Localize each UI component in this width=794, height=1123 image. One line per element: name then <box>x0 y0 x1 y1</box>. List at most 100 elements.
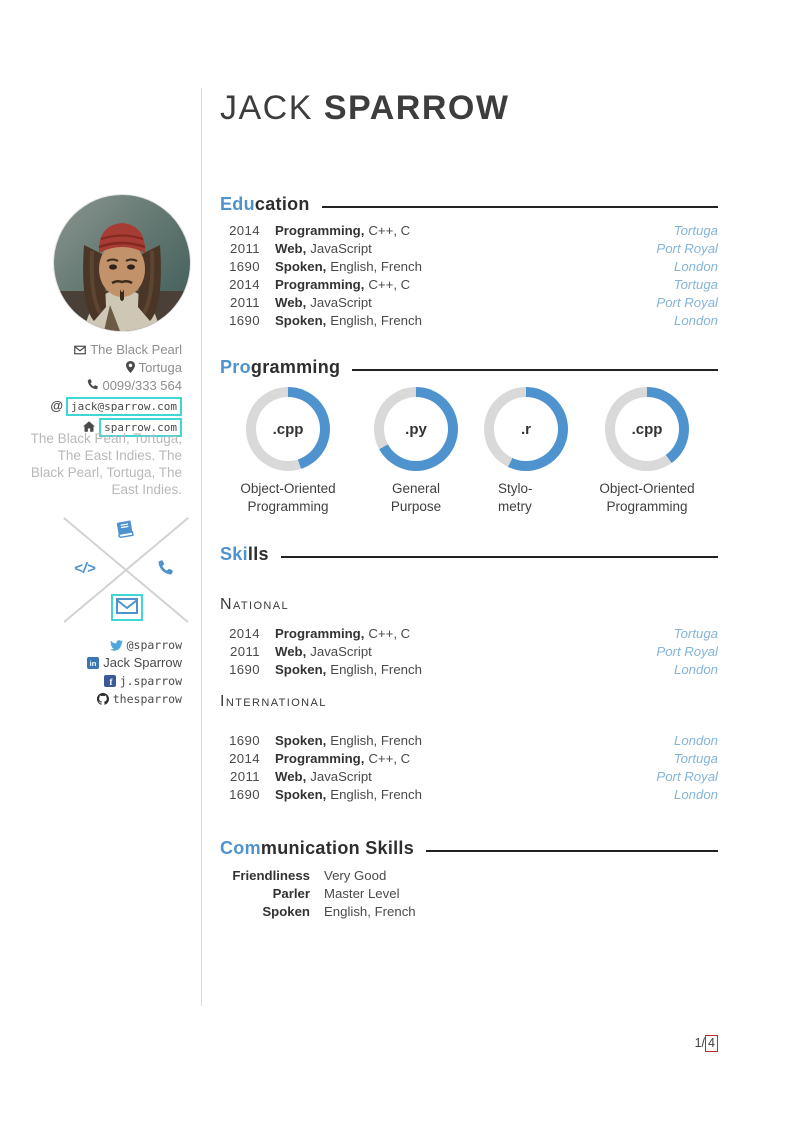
contact-address-text: The Black Pearl <box>90 342 182 357</box>
row-detail: English, French <box>330 787 422 802</box>
row-title: Web, <box>275 769 307 784</box>
contact-email: @ jack@sparrow.com <box>0 395 182 416</box>
linkedin-icon: in <box>87 657 100 673</box>
row-year: 2011 <box>230 295 260 310</box>
donut-chart-r: .r <box>484 387 568 471</box>
comm-value: Very Good <box>324 868 387 883</box>
education-row: 2014 Programming, C++, C Tortuga <box>220 222 718 240</box>
row-title: Programming, <box>275 277 365 292</box>
skill-row: 2014 Programming, C++, C Tortuga <box>220 750 718 768</box>
skill-row: 2014 Programming, C++, C Tortuga <box>220 625 718 643</box>
donut-chart-cpp: .cpp <box>246 387 330 471</box>
row-place: Tortuga <box>673 751 718 766</box>
row-place: Tortuga <box>673 626 718 641</box>
wheel-block: .cpp Object-Oriented Programming <box>220 387 356 516</box>
row-title: Programming, <box>275 626 365 641</box>
skill-row: 2011 Web, JavaScript Port Royal <box>220 643 718 661</box>
envelope-icon <box>74 342 87 359</box>
row-year: 2014 <box>229 626 260 641</box>
row-title: Spoken, <box>275 313 327 328</box>
row-year: 2011 <box>230 769 260 784</box>
skill-row: 1690 Spoken, English, French London <box>220 661 718 679</box>
page-title: JACK SPARROW <box>220 86 718 130</box>
skill-row: 2011 Web, JavaScript Port Royal <box>220 768 718 786</box>
comm-value: Master Level <box>324 886 400 901</box>
section-heading-programming: Programming <box>220 357 718 378</box>
row-place: London <box>673 733 718 748</box>
map-pin-icon <box>125 360 135 377</box>
at-icon: @ <box>50 398 64 413</box>
row-title: Web, <box>275 241 307 256</box>
wheel-block: .py General Purpose <box>356 387 476 516</box>
last-name: SPARROW <box>323 89 510 127</box>
education-row: 1690 Spoken, English, French London <box>220 312 718 330</box>
row-detail: JavaScript <box>310 644 372 659</box>
phone-icon <box>86 378 99 395</box>
wheel-block: .r Stylo-metry <box>476 387 576 516</box>
row-place: Port Royal <box>656 295 718 310</box>
skill-row: 1690 Spoken, English, French London <box>220 732 718 750</box>
wheel-center-label: .r <box>494 397 558 461</box>
first-name: JACK <box>220 89 313 127</box>
contact-location: Tortuga <box>0 359 182 377</box>
page-number-total-link[interactable]: 4 <box>705 1035 718 1052</box>
row-year: 1690 <box>229 733 260 748</box>
social-github[interactable]: thesparrow <box>0 691 182 709</box>
website-link[interactable]: sparrow.com <box>99 418 182 437</box>
twitter-icon <box>109 639 123 655</box>
contact-phone: 0099/333 564 <box>0 377 182 395</box>
row-year: 2014 <box>229 751 260 766</box>
row-detail: C++, C <box>368 223 411 238</box>
wheel-caption: Stylo-metry <box>498 481 533 514</box>
international-rows: 1690 Spoken, English, French London 2014 Pro… <box>220 732 718 804</box>
sidebar-divider <box>201 88 202 1006</box>
education-row: 1690 Spoken, English, French London <box>220 258 718 276</box>
svg-text:in: in <box>90 659 97 668</box>
github-handle: thesparrow <box>112 692 182 706</box>
row-year: 2011 <box>230 644 260 659</box>
row-title: Spoken, <box>275 787 327 802</box>
donut-chart-cpp2: .cpp <box>605 387 689 471</box>
code-icon: </> <box>74 560 96 577</box>
row-place: London <box>673 662 718 677</box>
svg-text:f: f <box>109 677 113 687</box>
social-twitter[interactable]: @sparrow <box>0 637 182 655</box>
row-title: Web, <box>275 295 307 310</box>
comm-label: Spoken <box>262 904 310 919</box>
comm-label: Parler <box>272 886 310 901</box>
page-number: 1/4 <box>695 1035 718 1052</box>
email-link[interactable]: jack@sparrow.com <box>66 397 182 416</box>
linkedin-name: Jack Sparrow <box>103 655 182 670</box>
row-detail: English, French <box>330 313 422 328</box>
social-facebook[interactable]: f j.sparrow <box>0 673 182 691</box>
row-place: Port Royal <box>656 241 718 256</box>
heading-rule <box>352 369 718 371</box>
row-title: Spoken, <box>275 259 327 274</box>
row-place: London <box>673 313 718 328</box>
row-detail: C++, C <box>368 277 411 292</box>
social-linkedin[interactable]: in Jack Sparrow <box>0 655 182 673</box>
twitter-handle: @sparrow <box>126 638 182 652</box>
profile-photo <box>53 194 191 332</box>
skill-wheels: .cpp Object-Oriented Programming .py Gene… <box>220 387 718 516</box>
main-column: JACK SPARROW Education 2014 Programming, C… <box>220 0 718 921</box>
education-row: 2014 Programming, C++, C Tortuga <box>220 276 718 294</box>
row-detail: C++, C <box>368 751 411 766</box>
contact-address: The Black Pearl <box>0 341 182 359</box>
row-detail: JavaScript <box>310 241 372 256</box>
row-title: Programming, <box>275 223 365 238</box>
row-place: Port Royal <box>656 769 718 784</box>
row-place: London <box>673 259 718 274</box>
row-detail: English, French <box>330 259 422 274</box>
heading-rule <box>321 206 718 208</box>
row-title: Spoken, <box>275 733 327 748</box>
facebook-handle: j.sparrow <box>119 674 182 688</box>
home-icon <box>83 419 96 436</box>
row-year: 1690 <box>229 787 260 802</box>
education-rows: 2014 Programming, C++, C Tortuga 2011 Web, Ja… <box>220 222 718 330</box>
communication-row: Friendliness Very Good <box>220 867 718 885</box>
row-detail: English, French <box>330 662 422 677</box>
github-icon <box>96 693 109 709</box>
comm-label: Friendliness <box>232 868 310 883</box>
contact-block: The Black Pearl Tortuga 0099/333 564 @ ja… <box>0 341 182 437</box>
